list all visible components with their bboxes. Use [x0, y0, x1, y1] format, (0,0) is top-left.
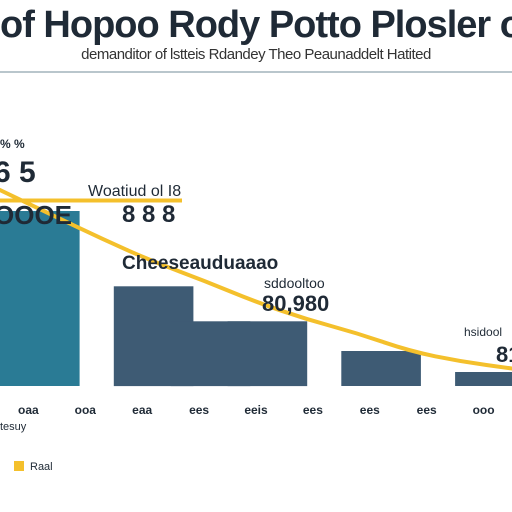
x-tick-label-0: oaa: [18, 403, 39, 417]
title-divider: [0, 71, 512, 73]
annotation-callout-value: 8 8 8: [122, 201, 175, 228]
legend-swatch: [14, 461, 24, 471]
chart-subtitle: demanditor of lstteis Rdandey Theo Peaun…: [81, 46, 431, 63]
annotation-right-label: hsidool: [464, 325, 502, 339]
x-tick-label-2: eaa: [132, 403, 152, 417]
bar-0: [0, 211, 80, 386]
x-tick-label-8: ooo: [473, 403, 495, 417]
x-tick-labels: oaa ooa eaa ees eeis ees ees ees ooo: [18, 403, 495, 417]
bar-6: [341, 351, 421, 386]
annotation-curve-label: Cheeseauduaaao: [122, 253, 278, 274]
chart-title: of Hopoo Rody Potto Plosler of: [0, 4, 512, 46]
x-tick-label-5: ees: [303, 403, 323, 417]
legend-label: Raal: [30, 461, 53, 473]
axis-note: tesuy: [0, 421, 27, 433]
bar-8: [455, 372, 512, 386]
overlay-curve: [0, 188, 512, 371]
bars-group: [0, 211, 512, 387]
x-tick-label-6: ees: [360, 403, 380, 417]
annotation-top-left-value: OOOE: [0, 200, 72, 230]
annotation-callout-label: Woatiud ol I8: [88, 183, 181, 200]
annotation-mid-label: sddooltoo: [264, 275, 325, 291]
x-tick-label-7: ees: [417, 403, 437, 417]
annotation-mid-value: 80,980: [262, 291, 329, 316]
x-tick-label-1: ooa: [75, 403, 97, 417]
annotation-top-left-big: 6 5: [0, 156, 36, 189]
annotation-top-left-small: % %: [0, 137, 25, 151]
annotation-right-value: 81: [496, 342, 512, 367]
bar-4: [227, 321, 308, 387]
x-tick-label-3: ees: [189, 403, 209, 417]
x-tick-label-4: eeis: [244, 403, 268, 417]
